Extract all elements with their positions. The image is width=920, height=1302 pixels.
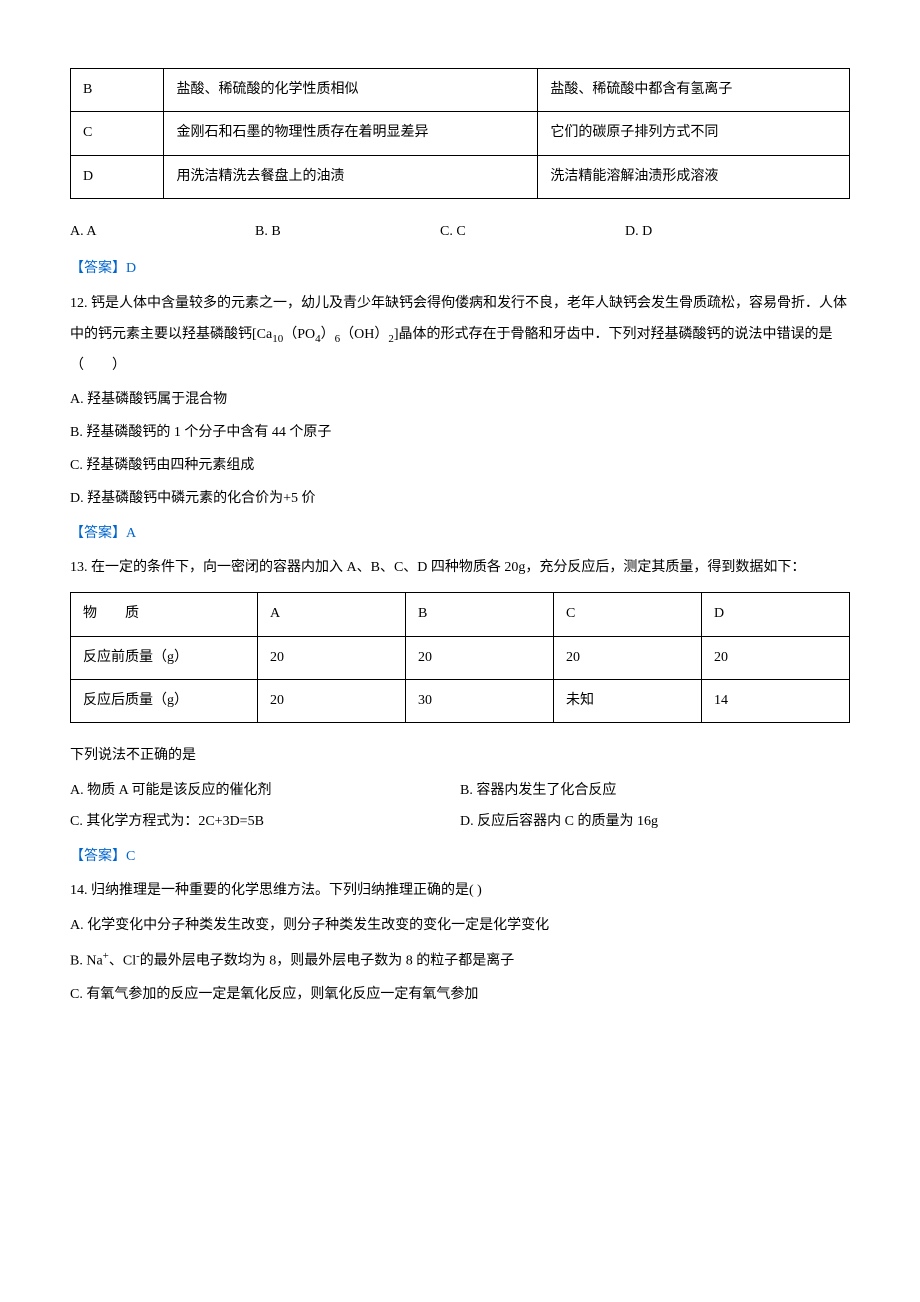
table-row: D 用洗洁精洗去餐盘上的油渍 洗洁精能溶解油渍形成溶液	[71, 155, 850, 198]
q13-below: 下列说法不正确的是	[70, 741, 850, 772]
q13-option-a: A. 物质 A 可能是该反应的催化剂	[70, 776, 460, 807]
cell: 未知	[553, 679, 701, 722]
option-d: D. D	[625, 217, 810, 248]
q13-option-c: C. 其化学方程式为：2C+3D=5B	[70, 807, 460, 838]
cell: D	[701, 593, 849, 636]
cell: 14	[701, 679, 849, 722]
cell: 盐酸、稀硫酸中都含有氢离子	[538, 69, 850, 112]
q13-options-row1: A. 物质 A 可能是该反应的催化剂 B. 容器内发生了化合反应	[70, 776, 850, 807]
q12-stem: 12. 钙是人体中含量较多的元素之一，幼儿及青少年缺钙会得佝偻病和发行不良，老年…	[70, 289, 850, 382]
q14-option-a: A. 化学变化中分子种类发生改变，则分子种类发生改变的变化一定是化学变化	[70, 911, 850, 942]
cell: 用洗洁精洗去餐盘上的油渍	[164, 155, 538, 198]
cell: 洗洁精能溶解油渍形成溶液	[538, 155, 850, 198]
cell: 20	[553, 636, 701, 679]
cell: 20	[257, 636, 405, 679]
q12-option-c: C. 羟基磷酸钙由四种元素组成	[70, 451, 850, 482]
table-q13: 物 质 A B C D 反应前质量（g） 20 20 20 20 反应后质量（g…	[70, 592, 850, 723]
cell: C	[553, 593, 701, 636]
cell: A	[257, 593, 405, 636]
cell: 20	[257, 679, 405, 722]
table-row: 反应前质量（g） 20 20 20 20	[71, 636, 850, 679]
q14-option-c: C. 有氧气参加的反应一定是氧化反应，则氧化反应一定有氧气参加	[70, 980, 850, 1011]
q13-answer: 【答案】C	[70, 842, 850, 873]
cell: 反应后质量（g）	[71, 679, 258, 722]
q13-option-b: B. 容器内发生了化合反应	[460, 776, 850, 807]
cell: 20	[405, 636, 553, 679]
q14-stem: 14. 归纳推理是一种重要的化学思维方法。下列归纳推理正确的是( )	[70, 876, 850, 907]
cell: 它们的碳原子排列方式不同	[538, 112, 850, 155]
table-row: 反应后质量（g） 20 30 未知 14	[71, 679, 850, 722]
option-a: A. A	[70, 217, 255, 248]
option-b: B. B	[255, 217, 440, 248]
q11-answer: 【答案】D	[70, 254, 850, 285]
cell: C	[71, 112, 164, 155]
q11-options: A. A B. B C. C D. D	[70, 217, 850, 248]
cell: D	[71, 155, 164, 198]
q12-option-b: B. 羟基磷酸钙的 1 个分子中含有 44 个原子	[70, 418, 850, 449]
cell: B	[71, 69, 164, 112]
table-q11: B 盐酸、稀硫酸的化学性质相似 盐酸、稀硫酸中都含有氢离子 C 金刚石和石墨的物…	[70, 68, 850, 199]
cell: 反应前质量（g）	[71, 636, 258, 679]
table-row: C 金刚石和石墨的物理性质存在着明显差异 它们的碳原子排列方式不同	[71, 112, 850, 155]
q13-stem: 13. 在一定的条件下，向一密闭的容器内加入 A、B、C、D 四种物质各 20g…	[70, 553, 850, 584]
q14-option-b: B. Na+、Cl-的最外层电子数均为 8，则最外层电子数为 8 的粒子都是离子	[70, 944, 850, 977]
q13-options-row2: C. 其化学方程式为：2C+3D=5B D. 反应后容器内 C 的质量为 16g	[70, 807, 850, 838]
cell: 20	[701, 636, 849, 679]
cell: 金刚石和石墨的物理性质存在着明显差异	[164, 112, 538, 155]
q13-option-d: D. 反应后容器内 C 的质量为 16g	[460, 807, 850, 838]
table-row: B 盐酸、稀硫酸的化学性质相似 盐酸、稀硫酸中都含有氢离子	[71, 69, 850, 112]
q12-option-a: A. 羟基磷酸钙属于混合物	[70, 385, 850, 416]
cell: 盐酸、稀硫酸的化学性质相似	[164, 69, 538, 112]
cell: B	[405, 593, 553, 636]
q12-answer: 【答案】A	[70, 519, 850, 550]
q12-option-d: D. 羟基磷酸钙中磷元素的化合价为+5 价	[70, 484, 850, 515]
cell: 物 质	[71, 593, 258, 636]
table-row: 物 质 A B C D	[71, 593, 850, 636]
option-c: C. C	[440, 217, 625, 248]
cell: 30	[405, 679, 553, 722]
